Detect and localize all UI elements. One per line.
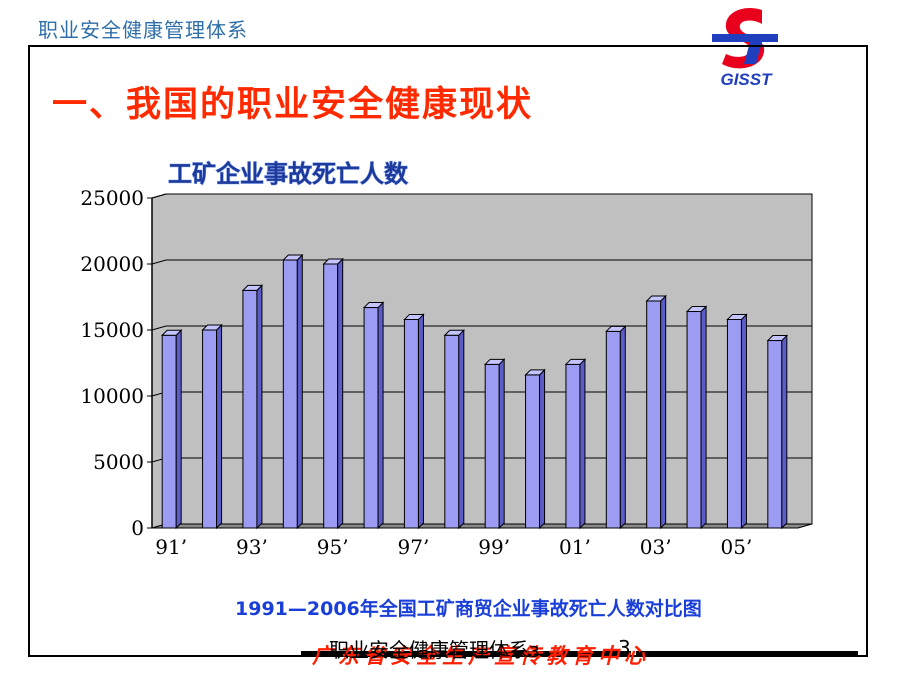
bar-chart: 工矿企业事故死亡人数 0 5000 10000 15000 20000 25000 91’ 93… — [80, 160, 813, 559]
x-tick-label: 99’ — [478, 535, 510, 559]
x-tick-label: 05’ — [721, 535, 753, 559]
footer-organization: 广东省安全生产宣传教育中心 — [312, 643, 650, 668]
bar-2002 — [605, 325, 627, 530]
bar-1991 — [160, 329, 183, 530]
y-tick-label: 0 — [131, 516, 144, 540]
gisst-logo: GISST — [712, 8, 778, 89]
x-tick-label: 97’ — [398, 535, 430, 559]
gridline — [151, 193, 812, 199]
bar-1994 — [282, 253, 304, 530]
x-tick-label: 95’ — [317, 535, 349, 559]
bar-2000 — [524, 368, 546, 530]
slide-heading: 一、我国的职业安全健康现状 — [52, 85, 534, 125]
y-tick-label: 5000 — [93, 450, 144, 474]
header-title: 职业安全健康管理体系 — [38, 18, 248, 42]
footer-doc-title: 职业安全健康管理体系з — [329, 638, 540, 662]
bar-1998 — [443, 329, 466, 530]
bar-1996 — [362, 301, 385, 530]
slide-frame — [28, 45, 868, 657]
y-tick-label: 15000 — [80, 318, 144, 342]
bar-2003 — [645, 294, 667, 530]
bar-1995 — [322, 257, 344, 530]
bar-2005 — [726, 313, 748, 530]
page-number: 3 — [618, 636, 631, 660]
bar-2001 — [564, 358, 587, 530]
x-tick-label: 01’ — [559, 535, 591, 559]
bar-1993 — [241, 284, 264, 530]
chart-title: 工矿企业事故死亡人数 — [168, 160, 409, 188]
bar-1997 — [403, 313, 425, 530]
bar-2004 — [685, 305, 708, 530]
x-tick-label: 93’ — [236, 535, 268, 559]
chart-caption: 1991—2006年全国工矿商贸企业事故死亡人数对比图 — [235, 598, 702, 620]
logo-text: GISST — [720, 70, 773, 89]
gridline — [151, 259, 812, 265]
footer: 广东省安全生产宣传教育中心 职业安全健康管理体系з 3 — [0, 632, 900, 668]
bar-1992 — [201, 323, 223, 530]
y-tick-label: 25000 — [80, 186, 144, 210]
bar-2006 — [766, 334, 789, 530]
y-tick-label: 10000 — [80, 384, 144, 408]
footer-rule-right — [636, 651, 858, 655]
bar-1999 — [483, 358, 506, 530]
x-tick-label: 91’ — [155, 535, 187, 559]
y-tick-label: 20000 — [80, 252, 144, 276]
footer-rule-left — [301, 651, 631, 655]
x-tick-label: 03’ — [640, 535, 672, 559]
gridline — [151, 325, 812, 331]
